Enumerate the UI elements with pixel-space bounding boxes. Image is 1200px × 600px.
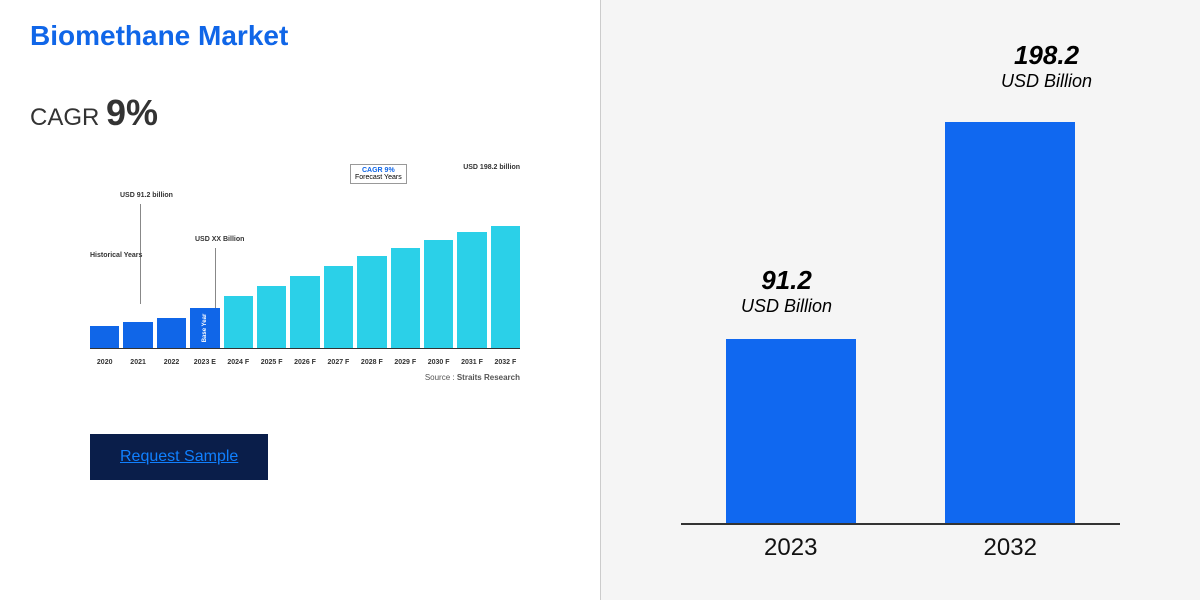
mini-x-label: 2020 (90, 359, 119, 366)
mini-bar (123, 322, 152, 348)
mini-x-label: 2032 F (491, 359, 520, 366)
mini-bar (491, 226, 520, 348)
right-panel: 91.2 USD Billion 198.2 USD Billion 2023 … (600, 0, 1200, 600)
mini-bar (90, 326, 119, 348)
big-bar-col (940, 122, 1080, 523)
mini-bar-rect (391, 248, 420, 348)
big-x-labels: 2023 2032 (681, 534, 1120, 562)
big-bar-col (721, 339, 861, 523)
mini-bar-rect (357, 256, 386, 348)
big-bar-rect (945, 122, 1075, 523)
mini-bar (324, 266, 353, 348)
mini-bar (424, 240, 453, 348)
mini-bar (357, 256, 386, 348)
mini-x-label: 2031 F (457, 359, 486, 366)
mini-bar-rect: Base Year (190, 308, 219, 348)
left-panel: Biomethane Market CAGR 9% USD 91.2 billi… (0, 0, 600, 600)
big-x-label-1: 2032 (940, 534, 1080, 562)
mini-bar (457, 232, 486, 348)
mini-source: Source : Straits Research (425, 373, 520, 382)
mini-x-label: 2027 F (324, 359, 353, 366)
mini-x-label: 2025 F (257, 359, 286, 366)
request-sample-button[interactable]: Request Sample (90, 434, 268, 480)
mini-bar-rect (224, 296, 253, 348)
mini-x-labels: 2020 2021 2022 2023 E 2024 F 2025 F 2026 F 2027… (90, 359, 520, 366)
mini-x-label: 2030 F (424, 359, 453, 366)
mini-forecast-chart: USD 91.2 billion Historical Years USD XX… (90, 164, 520, 384)
annot-end-value: USD 198.2 billion (463, 164, 520, 171)
mini-bar-rect (324, 266, 353, 348)
mini-bar (157, 318, 186, 348)
big-bar-rect (726, 339, 856, 523)
mini-bar (224, 296, 253, 348)
mini-bar-rect (257, 286, 286, 348)
annot-cagr-box: CAGR 9% Forecast Years (350, 164, 407, 184)
mini-bar-rect (157, 318, 186, 348)
mini-bar-rect (424, 240, 453, 348)
mini-x-label: 2029 F (391, 359, 420, 366)
big-comparison-chart: 91.2 USD Billion 198.2 USD Billion 2023 … (621, 20, 1180, 580)
cagr-headline: CAGR 9% (30, 92, 570, 134)
mini-bar (257, 286, 286, 348)
mini-x-label: 2026 F (290, 359, 319, 366)
mini-bar (290, 276, 319, 348)
mini-bar-rect (290, 276, 319, 348)
mini-x-label: 2022 (157, 359, 186, 366)
source-name: Straits Research (457, 373, 520, 382)
annot-cagr-line1: CAGR 9% (355, 167, 402, 174)
annot-start-value: USD 91.2 billion (120, 192, 173, 199)
big-value-1-num: 198.2 (1001, 40, 1092, 71)
base-year-label: Base Year (202, 314, 208, 343)
mini-x-label: 2021 (123, 359, 152, 366)
big-bars-area (681, 80, 1120, 525)
mini-bars-area: Base Year (90, 209, 520, 349)
cagr-label: CAGR (30, 104, 99, 131)
page-title: Biomethane Market (30, 20, 570, 52)
mini-bar-rect (457, 232, 486, 348)
mini-bar-rect (90, 326, 119, 348)
cagr-value: 9% (106, 92, 158, 133)
mini-bar: Base Year (190, 308, 219, 348)
annot-cagr-line2: Forecast Years (355, 174, 402, 181)
mini-x-label: 2023 E (190, 359, 219, 366)
mini-x-label: 2028 F (357, 359, 386, 366)
big-x-label-0: 2023 (721, 534, 861, 562)
mini-bar (391, 248, 420, 348)
mini-bar-rect (491, 226, 520, 348)
mini-x-label: 2024 F (224, 359, 253, 366)
mini-bar-rect (123, 322, 152, 348)
source-label: Source : (425, 373, 455, 382)
